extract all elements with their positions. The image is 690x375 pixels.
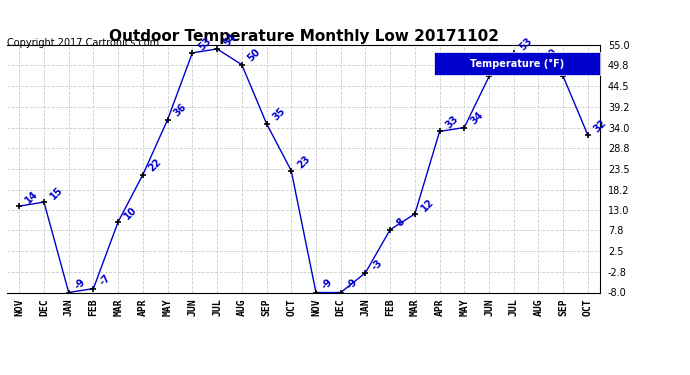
Title: Outdoor Temperature Monthly Low 20171102: Outdoor Temperature Monthly Low 20171102 [108, 29, 499, 44]
Text: Temperature (°F): Temperature (°F) [470, 58, 564, 69]
Text: 12: 12 [419, 196, 435, 213]
FancyBboxPatch shape [434, 53, 600, 75]
Text: 36: 36 [172, 102, 188, 119]
Text: 47: 47 [567, 59, 584, 76]
Text: 23: 23 [295, 153, 312, 170]
Text: 50: 50 [542, 47, 560, 64]
Text: 54: 54 [221, 32, 238, 48]
Text: -9: -9 [320, 277, 335, 292]
Text: 22: 22 [147, 157, 164, 174]
Text: 53: 53 [518, 36, 535, 52]
Text: -3: -3 [370, 257, 384, 272]
Text: 8: 8 [394, 217, 406, 229]
Text: 35: 35 [270, 106, 287, 123]
Text: 15: 15 [48, 185, 65, 201]
Text: -9: -9 [73, 277, 88, 292]
Text: 34: 34 [469, 110, 485, 127]
Text: 33: 33 [444, 114, 460, 130]
Text: 32: 32 [592, 118, 609, 135]
Text: -9: -9 [345, 277, 359, 292]
Text: -7: -7 [97, 273, 112, 288]
Text: 53: 53 [197, 36, 213, 52]
Text: 10: 10 [122, 204, 139, 221]
Text: 50: 50 [246, 47, 263, 64]
Text: Copyright 2017 Cartronics.com: Copyright 2017 Cartronics.com [7, 38, 159, 48]
Text: 14: 14 [23, 189, 40, 205]
Text: 47: 47 [493, 59, 510, 76]
